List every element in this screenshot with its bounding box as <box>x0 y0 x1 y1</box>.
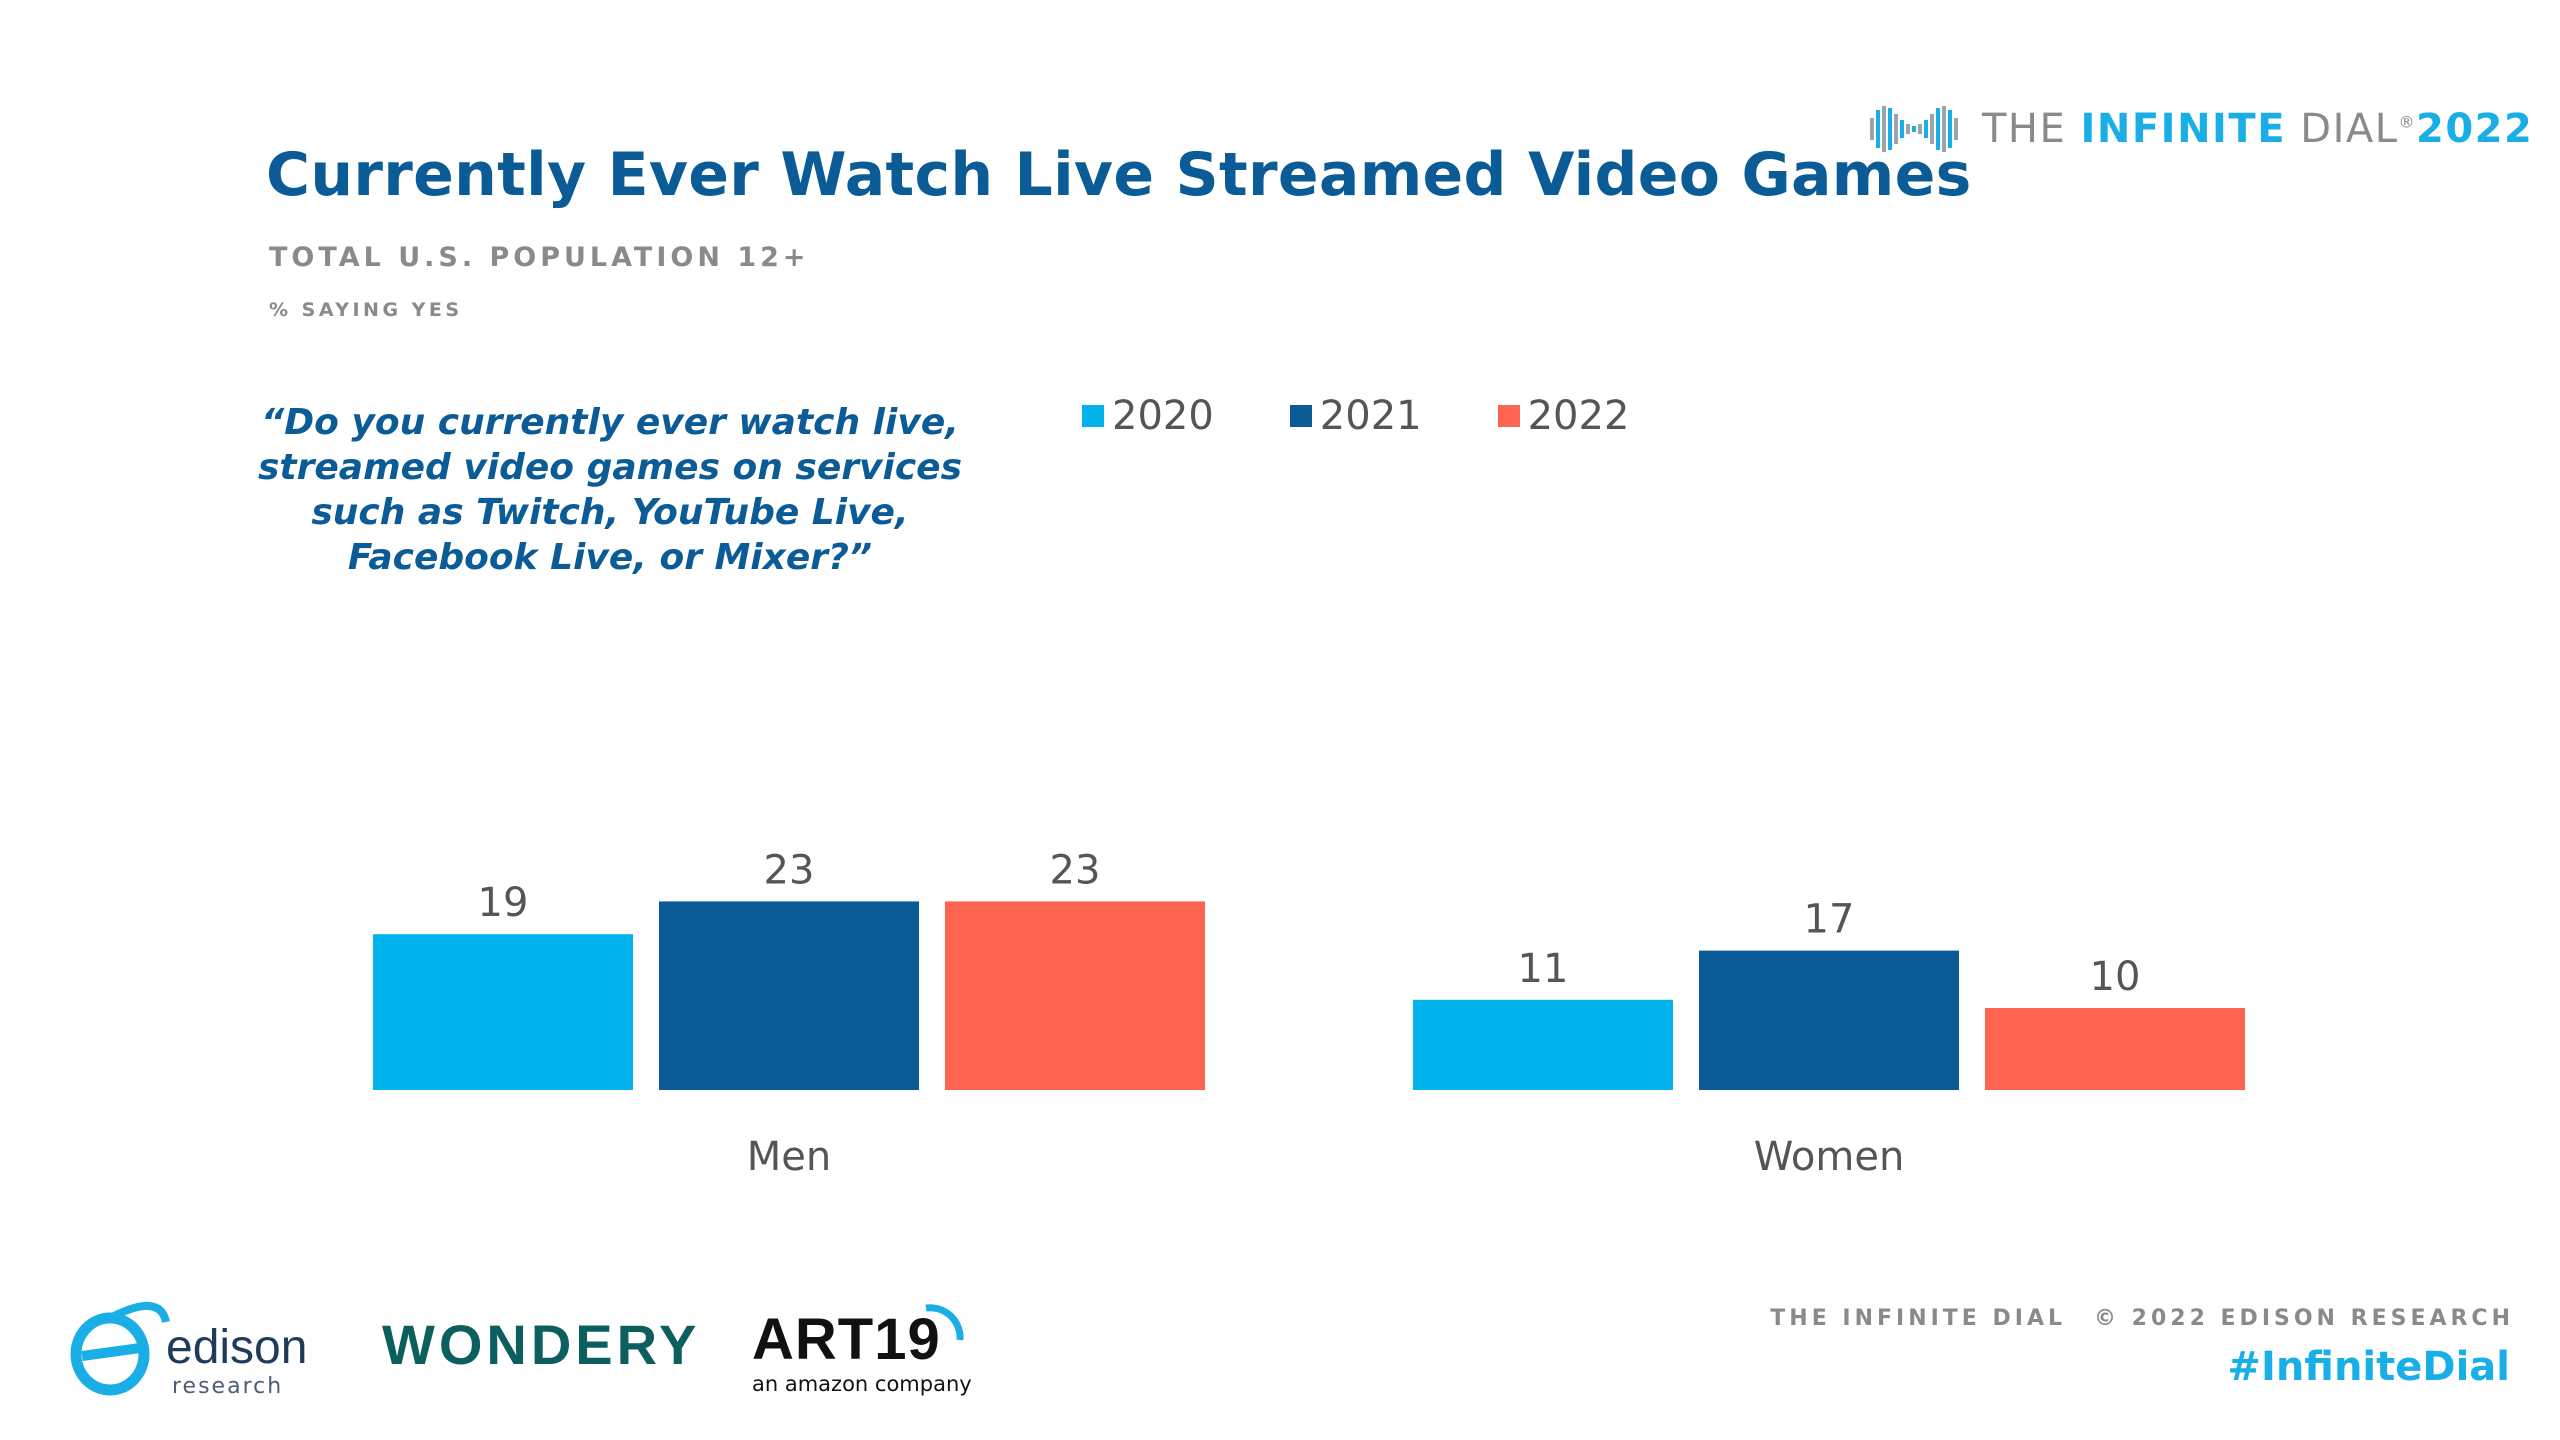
data-label-men-2020: 19 <box>478 880 529 926</box>
chart-legend: 2020 2021 2022 <box>1082 393 1629 439</box>
footer-credit-left: THE INFINITE DIAL <box>1770 1306 2066 1331</box>
infinity-icon <box>1870 106 1958 152</box>
art19-wordmark: ART19 <box>752 1307 941 1372</box>
legend-item-2021: 2021 <box>1289 393 1422 439</box>
bar-men-2021 <box>659 901 919 1090</box>
survey-question: “Do you currently ever watch live, strea… <box>257 402 963 578</box>
footer-credit: THE INFINITE DIAL © 2022 EDISON RESEARCH <box>1770 1306 2514 1331</box>
bar-women-2021 <box>1699 950 1959 1090</box>
data-label-men-2022: 23 <box>1050 847 1101 893</box>
wondery-logo: WONDERY <box>382 1313 701 1376</box>
infinite-dial-wordmark: THE INFINITE DIAL®2022 <box>1982 106 2533 152</box>
art19-subtext: an amazon company <box>752 1372 972 1396</box>
bar-women-2022 <box>1985 1008 2245 1090</box>
wordmark-year: 2022 <box>2416 106 2534 152</box>
edison-wordmark: edison <box>166 1321 308 1374</box>
footer-credit-right: © 2022 EDISON RESEARCH <box>2093 1306 2514 1331</box>
footer-hashtag[interactable]: #InfiniteDial <box>2227 1344 2510 1390</box>
category-label-women: Women <box>1754 1134 1905 1180</box>
wordmark-suffix: DIAL <box>2286 106 2399 152</box>
category-label-men: Men <box>747 1134 831 1180</box>
wordmark-accent: INFINITE <box>2080 106 2287 152</box>
legend-swatch-2021 <box>1289 405 1312 427</box>
infinite-dial-logo: THE INFINITE DIAL®2022 <box>1866 100 2533 158</box>
art19-logo: ART19 an amazon company <box>750 1300 972 1410</box>
chart-title: Currently Ever Watch Live Streamed Video… <box>266 140 1972 210</box>
legend-label-2022: 2022 <box>1527 393 1630 439</box>
bar-women-2020 <box>1413 999 1673 1090</box>
edison-research-logo: edison research <box>70 1282 320 1422</box>
wordmark-prefix: THE <box>1982 106 2081 152</box>
data-label-women-2021: 17 <box>1804 897 1855 943</box>
legend-item-2020: 2020 <box>1082 393 1214 439</box>
data-label-men-2021: 23 <box>764 847 815 893</box>
edison-e-icon <box>70 1301 170 1396</box>
bar-chart: 19 23 23 Men 11 17 10 Women <box>373 847 2245 1180</box>
registered-mark: ® <box>2398 112 2417 132</box>
legend-swatch-2022 <box>1497 405 1520 427</box>
edison-subtext: research <box>172 1374 284 1399</box>
population-subtitle: TOTAL U.S. POPULATION 12+ <box>269 242 810 273</box>
bar-men-2020 <box>373 934 633 1090</box>
data-label-women-2022: 10 <box>2090 954 2141 1000</box>
bar-men-2022 <box>945 901 1205 1090</box>
legend-swatch-2020 <box>1082 405 1104 427</box>
legend-label-2020: 2020 <box>1112 393 1214 439</box>
legend-label-2021: 2021 <box>1319 393 1422 439</box>
art19-arc-icon <box>925 1304 964 1341</box>
legend-item-2022: 2022 <box>1497 393 1630 439</box>
measure-note: % SAYING YES <box>269 299 463 321</box>
data-label-women-2020: 11 <box>1518 946 1569 992</box>
